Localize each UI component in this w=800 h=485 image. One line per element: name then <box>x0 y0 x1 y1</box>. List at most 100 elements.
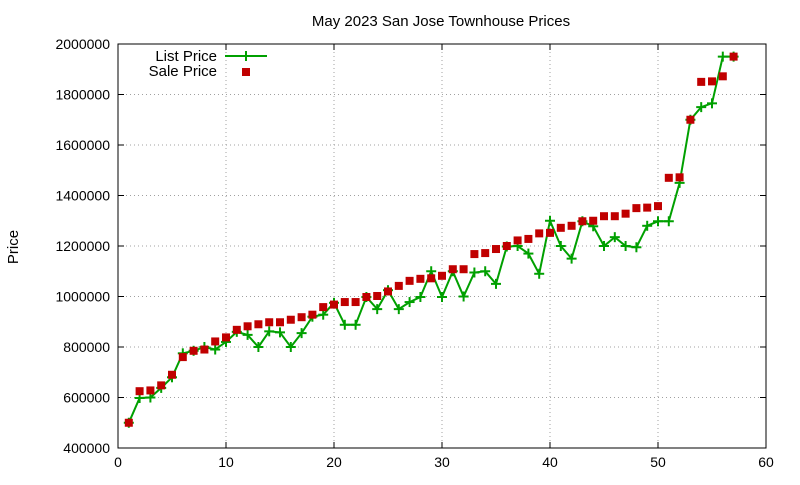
sale-price-point <box>589 216 598 225</box>
list-price-point <box>555 241 566 251</box>
list-price-point <box>339 319 350 330</box>
sale-price-point <box>578 217 587 226</box>
list-price-point <box>696 102 707 113</box>
y-tick-label: 1200000 <box>55 238 110 254</box>
y-tick-label: 800000 <box>63 339 110 355</box>
list-price-point <box>642 220 653 231</box>
list-price-point <box>415 292 426 303</box>
sale-price-point <box>686 115 695 124</box>
sale-price-point <box>546 228 554 237</box>
ticks-layer: 0 10 20 30 40 50 60 400000 600000 800000 1000000 12… <box>55 36 774 470</box>
sale-price-point <box>729 52 738 61</box>
sale-price-point <box>416 274 425 283</box>
sale-price-point <box>297 313 306 322</box>
list-price-point <box>566 253 577 264</box>
list-price-point <box>296 328 307 339</box>
list-price-line <box>127 55 734 424</box>
list-price-point <box>620 241 631 251</box>
sale-price-point <box>600 212 608 221</box>
list-price-point <box>491 278 501 289</box>
sale-price-point <box>556 223 565 232</box>
list-price-point <box>717 51 728 62</box>
list-price-point <box>264 326 275 337</box>
sale-price-point <box>502 242 511 250</box>
sale-price-point <box>459 265 468 274</box>
y-tick-label: 1400000 <box>55 188 110 204</box>
list-price-point <box>707 98 717 109</box>
sale-price-point <box>513 236 522 245</box>
list-price-point <box>242 329 253 340</box>
list-price-point <box>275 327 285 338</box>
sale-price-point <box>157 381 166 390</box>
sale-price-point <box>427 274 436 283</box>
sale-price-point <box>708 77 716 86</box>
sale-price-point <box>135 387 144 396</box>
x-tick-label: 10 <box>218 454 234 470</box>
sale-price-point <box>243 322 252 331</box>
sale-price-point <box>340 298 349 307</box>
sale-price-point <box>265 318 274 327</box>
sale-price-point <box>222 333 230 342</box>
sale-price-point <box>664 173 673 182</box>
sale-price-point <box>351 298 360 307</box>
list-price-point <box>372 304 383 315</box>
sale-price-point <box>254 320 263 329</box>
sale-price-point <box>643 203 652 212</box>
y-tick-label: 1800000 <box>55 87 110 103</box>
list-price-point <box>458 291 469 302</box>
y-tick-label: 600000 <box>63 390 110 406</box>
chart-title: May 2023 San Jose Townhouse Prices <box>312 13 570 30</box>
sale-price-point <box>362 293 371 302</box>
sale-price-point <box>654 202 662 211</box>
sale-price-point <box>178 353 187 362</box>
sale-price-point <box>319 303 328 312</box>
y-tick-label: 1000000 <box>55 289 110 305</box>
legend-marker-list-price <box>241 51 251 61</box>
sale-price-point <box>373 291 382 300</box>
sale-price-point <box>276 318 284 327</box>
list-price-point <box>534 268 545 279</box>
x-tick-label: 50 <box>650 454 666 470</box>
y-tick-label: 400000 <box>63 440 110 456</box>
sale-price-point <box>232 325 241 334</box>
sale-price-point <box>200 345 209 354</box>
sale-price-point <box>524 234 533 243</box>
list-price-point <box>480 266 491 277</box>
list-price-point <box>653 216 663 227</box>
x-tick-label: 30 <box>434 454 450 470</box>
sale-price-point <box>675 173 684 182</box>
x-tick-label: 0 <box>114 454 122 470</box>
x-tick-label: 40 <box>542 454 558 470</box>
x-tick-label: 60 <box>758 454 774 470</box>
sale-price-point <box>394 281 403 290</box>
list-price-point <box>404 297 415 308</box>
y-axis-label: Price <box>5 230 22 264</box>
sale-price-point <box>481 249 490 258</box>
legend-label-list-price: List Price <box>155 48 217 65</box>
sale-price-point <box>610 212 619 221</box>
list-price-point <box>523 248 534 259</box>
sale-price-point <box>470 250 479 259</box>
sale-price-point <box>189 346 198 355</box>
sale-price-point <box>718 72 727 81</box>
sale-price-point <box>330 300 338 309</box>
list-price-point <box>285 342 296 352</box>
list-price-point <box>609 232 620 243</box>
list-price-point <box>350 319 361 330</box>
sale-price-point <box>621 209 630 218</box>
x-tick-label: 20 <box>326 454 342 470</box>
sale-price-point <box>405 276 414 285</box>
sale-price-point <box>632 204 641 213</box>
y-tick-label: 1600000 <box>55 137 110 153</box>
sale-price-point <box>535 229 544 238</box>
sale-price-point <box>384 287 392 296</box>
list-price-point <box>210 344 221 355</box>
series-layer <box>123 51 739 428</box>
list-price-point <box>631 242 642 253</box>
sale-price-point <box>286 315 295 324</box>
legend-label-sale-price: Sale Price <box>149 63 217 80</box>
list-price-point <box>253 342 264 352</box>
sale-price-point <box>567 221 576 230</box>
